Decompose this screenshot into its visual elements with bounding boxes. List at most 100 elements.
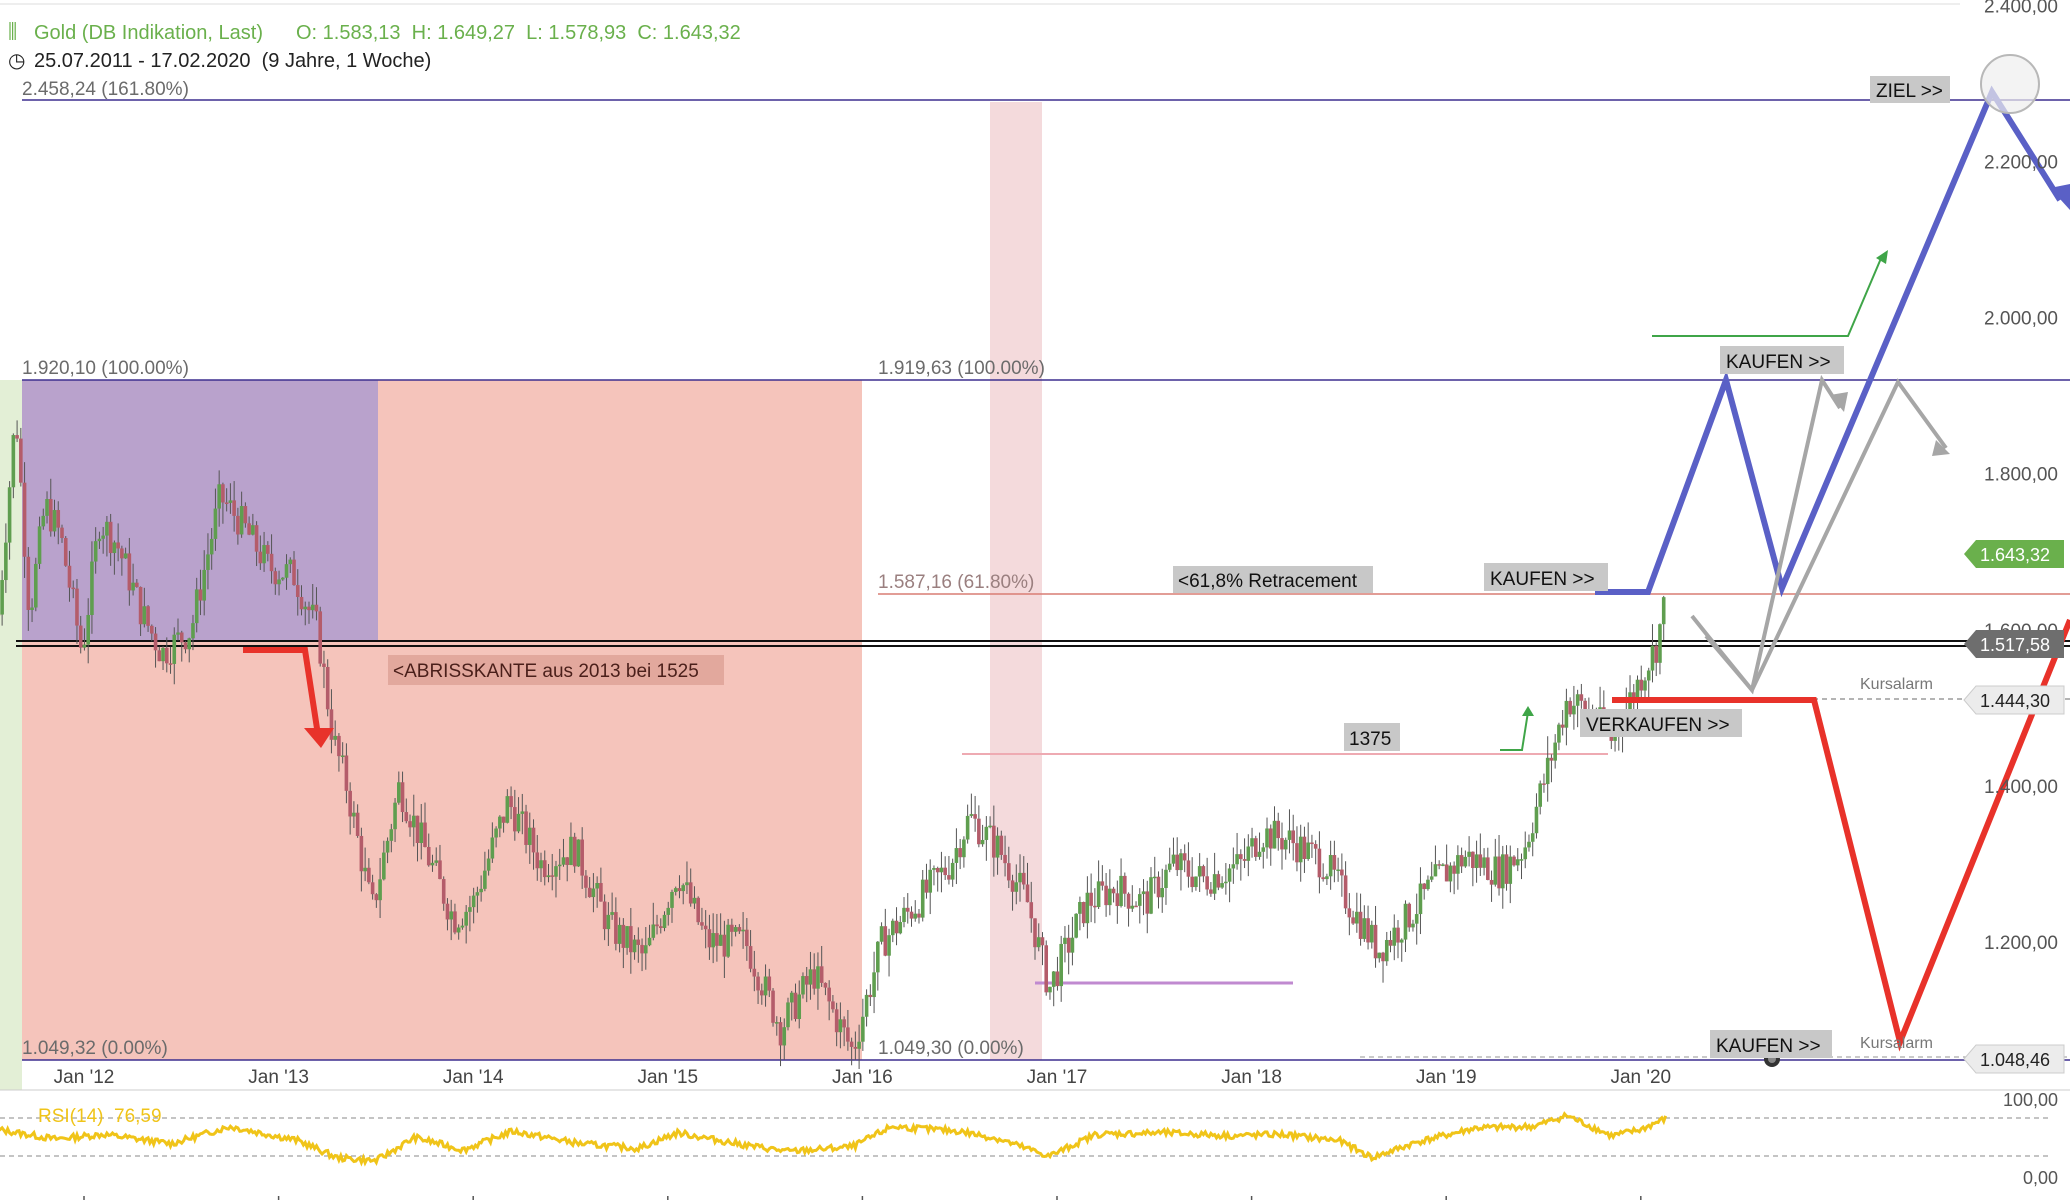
candle-body: [876, 941, 880, 973]
candle-body: [1658, 624, 1662, 663]
candle-body: [486, 858, 491, 871]
candle-body: [902, 907, 906, 923]
candle-body: [1474, 854, 1479, 868]
candle-body: [1059, 943, 1063, 987]
candle-body: [1171, 854, 1176, 864]
candle-body: [995, 835, 1000, 858]
candle-body: [1302, 836, 1307, 859]
candle-body: [595, 883, 599, 889]
candle-body: [617, 924, 622, 944]
candle-body: [1459, 855, 1464, 867]
candle-layer: [0, 420, 1666, 1069]
candle-body: [546, 875, 551, 878]
candle-body: [1321, 877, 1325, 880]
candle-body: [108, 521, 113, 554]
candle-body: [909, 911, 914, 919]
candle-body: [299, 596, 304, 610]
candle-body: [183, 642, 188, 650]
blue-arrow-head: [2050, 184, 2070, 210]
candle-body: [632, 939, 637, 953]
candle-body: [1545, 757, 1550, 785]
candle-body: [939, 867, 944, 873]
candle-body: [1467, 851, 1471, 857]
candle-body: [468, 907, 472, 912]
red-arrow-2013: [243, 647, 321, 736]
candle-body: [827, 987, 831, 1002]
candle-body: [812, 969, 816, 989]
candle-body: [176, 632, 180, 635]
candle-body: [1239, 854, 1243, 860]
candle-body: [1508, 856, 1513, 884]
price-tag-level-2-label: 1.444,30: [1980, 691, 2050, 711]
candle-body: [1560, 724, 1565, 728]
candle-body: [591, 888, 596, 898]
candle-body: [1040, 937, 1045, 946]
candle-body: [430, 862, 435, 866]
candle-body: [1538, 783, 1543, 807]
candle-body: [146, 606, 150, 626]
candle-body: [670, 891, 674, 908]
candle-body: [4, 542, 8, 581]
candle-body: [1650, 645, 1655, 671]
candle-body: [629, 926, 633, 953]
candle-body: [1579, 694, 1584, 701]
candle-body: [269, 553, 274, 572]
retracement-box: [1173, 566, 1373, 593]
candle-body: [22, 482, 27, 557]
candle-body: [1108, 888, 1112, 906]
candle-body: [610, 912, 614, 915]
candle-body: [82, 644, 87, 648]
candle-body: [1197, 866, 1202, 877]
kursalarm-label-1: Kursalarm: [1860, 676, 1933, 693]
candle-body: [1291, 830, 1296, 844]
candle-body: [1182, 853, 1187, 861]
candle-body: [116, 542, 120, 549]
candle-body: [1437, 864, 1441, 866]
candle-body: [1489, 879, 1494, 885]
candle-body: [355, 812, 360, 836]
candle-body: [1452, 865, 1456, 874]
candle-body: [232, 500, 236, 516]
candle-body: [1564, 700, 1569, 728]
candle-body: [1407, 903, 1412, 928]
candle-body: [692, 897, 697, 904]
candle-body: [647, 937, 652, 946]
candle-body: [1081, 902, 1086, 924]
candle-body: [172, 634, 177, 664]
candle-body: [1156, 876, 1161, 898]
candle-body: [722, 934, 727, 957]
candle-body: [164, 647, 169, 664]
candle-body: [1119, 875, 1123, 907]
candle-body: [760, 990, 764, 996]
candle-body: [441, 879, 446, 904]
candle-body: [999, 835, 1004, 855]
candle-body: [15, 435, 19, 439]
candle-body: [157, 650, 162, 662]
candle-body: [1646, 670, 1651, 681]
candle-body: [786, 1002, 790, 1028]
candle-body: [602, 901, 607, 930]
candle-body: [965, 815, 970, 840]
candle-body: [861, 1016, 865, 1042]
candle-body: [1553, 742, 1557, 761]
candle-body: [284, 564, 289, 578]
candle-body: [1231, 864, 1236, 869]
candle-body: [1519, 859, 1524, 861]
candle-body: [97, 538, 102, 542]
candle-body: [801, 976, 805, 995]
candle-body: [977, 818, 981, 845]
candle-body: [1325, 876, 1329, 880]
price-tag-level-3-label: 1.048,46: [1980, 1050, 2050, 1070]
candle-body: [943, 867, 947, 876]
candle-body: [1141, 891, 1146, 895]
candle-body: [404, 812, 409, 822]
candle-body: [288, 559, 293, 565]
candle-body: [688, 882, 693, 904]
candle-body: [1373, 924, 1378, 959]
candle-body: [823, 982, 828, 988]
candle-body: [1478, 854, 1483, 868]
candle-body: [224, 502, 229, 504]
candle-body: [587, 887, 592, 898]
candle-body: [1272, 820, 1277, 849]
candle-body: [385, 840, 390, 853]
